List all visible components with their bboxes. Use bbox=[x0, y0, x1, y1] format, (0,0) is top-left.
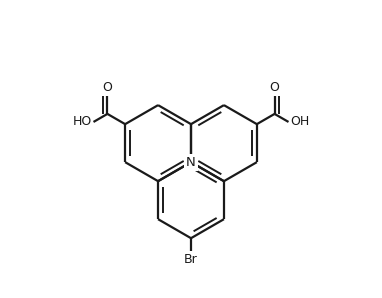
Text: OH: OH bbox=[290, 115, 309, 128]
Text: HO: HO bbox=[73, 115, 92, 128]
Text: O: O bbox=[270, 81, 280, 94]
Text: O: O bbox=[102, 81, 112, 94]
Text: Br: Br bbox=[184, 253, 198, 266]
Text: N: N bbox=[186, 156, 196, 169]
